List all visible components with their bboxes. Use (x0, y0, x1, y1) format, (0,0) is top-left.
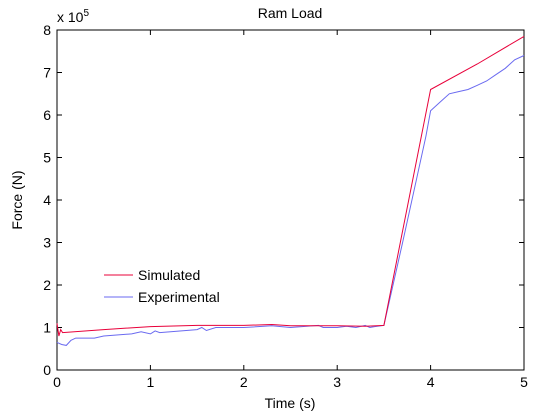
legend-label-experimental: Experimental (138, 289, 220, 305)
chart-title: Ram Load (258, 5, 323, 21)
x-tick-label: 0 (53, 374, 61, 390)
y-axis-label: Force (N) (9, 170, 25, 229)
y-tick-label: 3 (43, 235, 51, 251)
y-scale-base: x 10 (57, 9, 84, 25)
series-layer (56, 35, 525, 346)
x-axis-label: Time (s) (265, 395, 316, 411)
y-tick-label: 0 (43, 362, 51, 378)
series-line-experimental (56, 55, 525, 346)
series-line-simulated (56, 35, 525, 337)
y-tick-label: 6 (43, 107, 51, 123)
x-tick-label: 4 (427, 374, 435, 390)
x-tick-label: 1 (147, 374, 155, 390)
legend-label-simulated: Simulated (138, 267, 200, 283)
y-scale-multiplier: x 105 (57, 8, 89, 25)
y-tick-label: 2 (43, 277, 51, 293)
y-tick-label: 1 (43, 320, 51, 336)
y-tick-label: 4 (43, 192, 51, 208)
y-tick-label: 7 (43, 65, 51, 81)
y-axis-ticks: 0 1 2 3 4 5 6 7 8 (43, 22, 524, 378)
x-tick-label: 2 (240, 374, 248, 390)
y-tick-label: 5 (43, 150, 51, 166)
x-axis-ticks: 0 1 2 3 4 5 (53, 30, 528, 390)
y-tick-label: 8 (43, 22, 51, 38)
plot-area (56, 29, 525, 371)
legend: Simulated Experimental (104, 267, 220, 305)
y-scale-exponent: 5 (83, 8, 89, 19)
x-tick-label: 3 (333, 374, 341, 390)
x-tick-label: 5 (520, 374, 528, 390)
